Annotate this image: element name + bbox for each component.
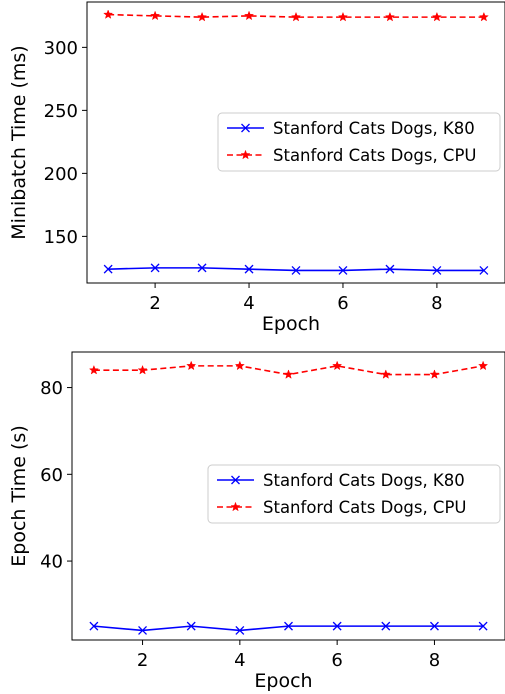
data-point-x-marker <box>479 265 489 275</box>
y-tick-label: 250 <box>44 101 78 122</box>
legend-star-marker <box>240 149 251 160</box>
x-axis-label: Epoch <box>254 670 312 692</box>
data-point-x-marker <box>197 263 207 273</box>
series-cpu <box>103 9 489 22</box>
y-tick-label: 40 <box>40 552 63 573</box>
data-point-x-marker <box>478 621 488 631</box>
chart-2: 2 4 6 8 40 60 80 Epoch Epoch Time (s) Stanford Ca… <box>8 351 505 692</box>
data-point-x-marker <box>284 621 293 631</box>
data-point-x-marker <box>338 265 348 275</box>
x-axis-label: Epoch <box>262 313 320 335</box>
legend-entry: Stanford Cats Dogs, K80 <box>217 471 465 490</box>
legend-label: Stanford Cats Dogs, K80 <box>273 119 475 138</box>
legend-label: Stanford Cats Dogs, K80 <box>263 471 465 490</box>
data-point-star-marker <box>429 369 440 379</box>
plot-frame <box>71 351 505 641</box>
legend-x-marker <box>231 475 240 485</box>
data-point-star-marker <box>478 11 489 22</box>
y-axis-label: Minibatch Time (ms) <box>8 45 30 239</box>
data-point-star-marker <box>290 11 302 22</box>
data-point-x-marker <box>186 621 196 631</box>
series-k80 <box>103 263 489 275</box>
data-point-star-marker <box>150 10 161 21</box>
legend: Stanford Cats Dogs, K80 Stanford Cats Dog… <box>207 464 501 524</box>
data-point-x-marker <box>138 625 148 635</box>
x-tick-label: 4 <box>243 293 254 314</box>
data-point-x-marker <box>103 264 113 274</box>
data-point-star-marker <box>197 11 208 22</box>
data-point-x-marker <box>429 621 439 631</box>
legend-entry: Stanford Cats Dogs, CPU <box>217 498 466 517</box>
x-tick-label: 6 <box>331 650 342 671</box>
legend-entry: Stanford Cats Dogs, CPU <box>227 146 476 165</box>
y-tick-label: 200 <box>44 164 78 185</box>
data-point-star-marker <box>186 360 197 371</box>
data-point-x-marker <box>291 265 301 275</box>
data-point-x-marker <box>235 625 245 635</box>
data-point-star-marker <box>243 10 255 21</box>
x-tick-label: 8 <box>431 293 442 314</box>
data-point-star-marker <box>431 11 442 22</box>
data-point-star-marker <box>88 364 99 375</box>
data-point-x-marker <box>332 621 342 631</box>
data-point-star-marker <box>332 360 343 371</box>
legend: Stanford Cats Dogs, K80 Stanford Cats Dog… <box>217 112 501 172</box>
data-point-star-marker <box>283 369 294 379</box>
data-point-star-marker <box>137 364 148 375</box>
x-tick-label: 2 <box>149 293 160 314</box>
y-axis-label: Epoch Time (s) <box>8 425 30 566</box>
data-point-star-marker <box>380 369 391 379</box>
x-tick-label: 4 <box>234 650 245 671</box>
data-point-x-marker <box>150 263 160 273</box>
legend-star-marker <box>230 501 241 512</box>
x-tick-label: 8 <box>429 650 440 671</box>
legend-x-marker <box>241 123 250 133</box>
data-point-star-marker <box>103 9 114 19</box>
legend-box <box>207 464 501 524</box>
x-tick-label: 2 <box>137 650 148 671</box>
data-point-x-marker <box>89 621 99 631</box>
y-tick-label: 80 <box>40 378 63 399</box>
plot-frame <box>86 1 505 284</box>
data-point-star-marker <box>234 360 245 371</box>
legend-entry: Stanford Cats Dogs, K80 <box>227 119 475 138</box>
data-point-star-marker <box>478 360 489 371</box>
legend-label: Stanford Cats Dogs, CPU <box>263 498 466 517</box>
legend-label: Stanford Cats Dogs, CPU <box>273 146 476 165</box>
series-k80 <box>89 621 488 635</box>
data-point-star-marker <box>384 11 395 22</box>
data-point-star-marker <box>337 11 349 22</box>
data-point-x-marker <box>385 264 395 274</box>
y-tick-label: 300 <box>44 38 78 59</box>
data-point-x-marker <box>432 265 442 275</box>
y-tick-label: 60 <box>40 465 63 486</box>
legend-box <box>217 112 501 172</box>
x-tick-label: 6 <box>337 293 348 314</box>
series-line <box>108 13 484 18</box>
series-cpu <box>88 360 489 379</box>
data-point-x-marker <box>381 621 391 631</box>
data-point-x-marker <box>244 264 254 274</box>
chart-1: 2 4 6 8 150 200 250 300 Epoch Minibatch Time (ms)… <box>8 1 505 335</box>
y-tick-label: 150 <box>44 227 78 248</box>
